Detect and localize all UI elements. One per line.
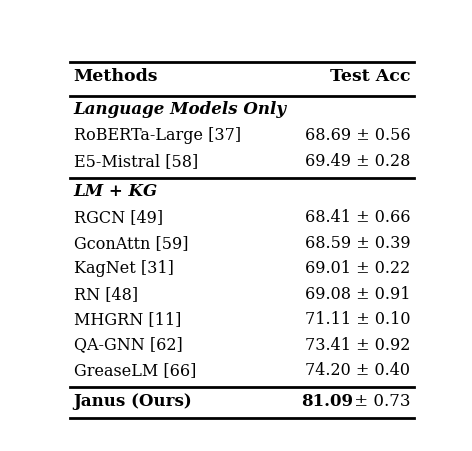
Text: QA-GNN [62]: QA-GNN [62] bbox=[74, 336, 182, 353]
Text: MHGRN [11]: MHGRN [11] bbox=[74, 310, 181, 327]
Text: 74.20 ± 0.40: 74.20 ± 0.40 bbox=[305, 361, 410, 378]
Text: Janus (Ours): Janus (Ours) bbox=[74, 391, 193, 409]
Text: 81.09: 81.09 bbox=[302, 391, 354, 409]
Text: LM + KG: LM + KG bbox=[74, 183, 158, 200]
Text: 68.59 ± 0.39: 68.59 ± 0.39 bbox=[304, 235, 410, 251]
Text: KagNet [31]: KagNet [31] bbox=[74, 260, 174, 276]
Text: 68.41 ± 0.66: 68.41 ± 0.66 bbox=[304, 209, 410, 226]
Text: GreaseLM [66]: GreaseLM [66] bbox=[74, 361, 196, 378]
Text: Test Acc: Test Acc bbox=[329, 68, 410, 85]
Text: RoBERTa-Large [37]: RoBERTa-Large [37] bbox=[74, 127, 241, 144]
Text: GconAttn [59]: GconAttn [59] bbox=[74, 235, 188, 251]
Text: Language Models Only: Language Models Only bbox=[74, 101, 287, 118]
Text: Methods: Methods bbox=[74, 68, 158, 85]
Text: ± 0.73: ± 0.73 bbox=[349, 391, 410, 409]
Text: 68.69 ± 0.56: 68.69 ± 0.56 bbox=[304, 127, 410, 144]
Text: RGCN [49]: RGCN [49] bbox=[74, 209, 163, 226]
Text: 71.11 ± 0.10: 71.11 ± 0.10 bbox=[304, 310, 410, 327]
Text: E5-Mistral [58]: E5-Mistral [58] bbox=[74, 152, 198, 170]
Text: 69.01 ± 0.22: 69.01 ± 0.22 bbox=[305, 260, 410, 276]
Text: 69.08 ± 0.91: 69.08 ± 0.91 bbox=[304, 285, 410, 302]
Text: 69.49 ± 0.28: 69.49 ± 0.28 bbox=[305, 152, 410, 170]
Text: RN [48]: RN [48] bbox=[74, 285, 138, 302]
Text: 73.41 ± 0.92: 73.41 ± 0.92 bbox=[305, 336, 410, 353]
